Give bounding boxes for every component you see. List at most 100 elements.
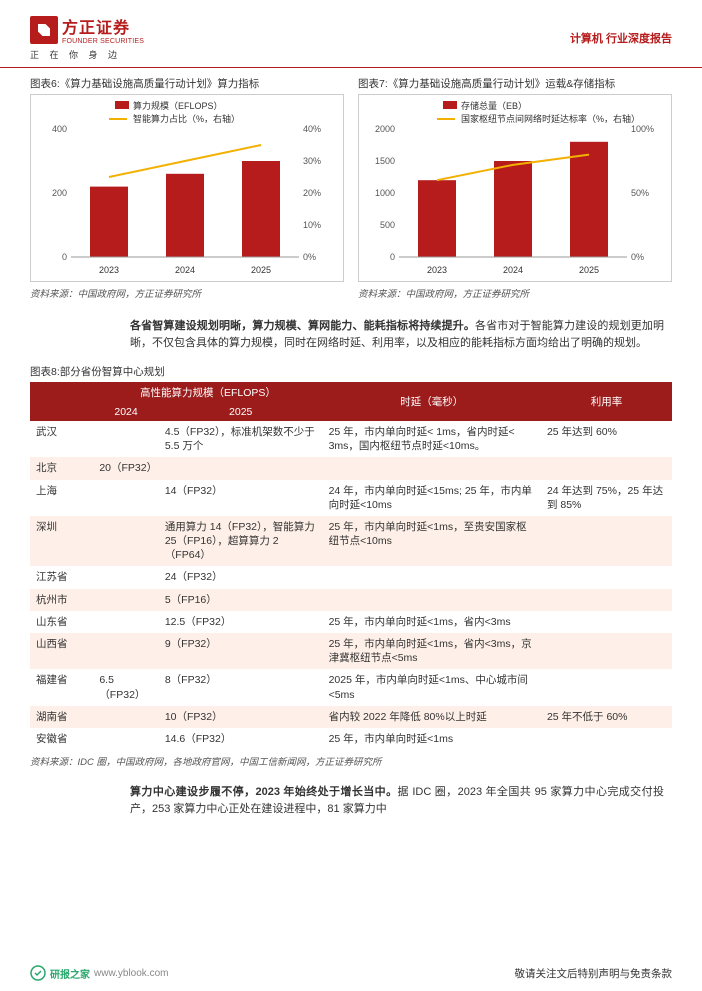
- cell-util: [541, 457, 672, 479]
- cell-util: 25 年不低于 60%: [541, 706, 672, 728]
- cell-c25: 通用算力 14（FP32），智能算力 25（FP16），超算算力 2（FP64）: [159, 516, 323, 567]
- svg-text:算力规模（EFLOPS）: 算力规模（EFLOPS）: [133, 100, 223, 111]
- cell-delay: [323, 457, 541, 479]
- table8-source: 资料来源：IDC 圈，中国政府网，各地政府官网，中国工信新闻网，方正证券研究所: [30, 754, 672, 768]
- cell-c25: 10（FP32）: [159, 706, 323, 728]
- svg-text:2000: 2000: [375, 124, 395, 134]
- cell-city: 湖南省: [30, 706, 93, 728]
- cell-city: 安徽省: [30, 728, 93, 750]
- footer-url: www.yblook.com: [94, 968, 168, 979]
- cell-city: 福建省: [30, 669, 93, 705]
- cell-delay: 25 年，市内单向时延<1ms，省内<3ms，京津冀枢纽节点<5ms: [323, 633, 541, 669]
- svg-text:2024: 2024: [175, 265, 195, 275]
- svg-text:0%: 0%: [631, 252, 644, 262]
- charts-row: 图表6:《算力基础设施高质量行动计划》算力指标 算力规模（EFLOPS） 智能算力…: [30, 76, 672, 300]
- svg-text:10%: 10%: [303, 220, 321, 230]
- svg-text:0: 0: [390, 252, 395, 262]
- svg-text:400: 400: [52, 124, 67, 134]
- para2-bold: 算力中心建设步履不停，2023 年始终处于增长当中。: [130, 786, 398, 798]
- footer-disclaimer: 敬请关注文后特别声明与免责条款: [515, 966, 673, 981]
- cell-util: [541, 728, 672, 750]
- cell-util: 25 年达到 60%: [541, 421, 672, 457]
- cell-c25: 12.5（FP32）: [159, 611, 323, 633]
- cell-city: 武汉: [30, 421, 93, 457]
- svg-text:2025: 2025: [251, 265, 271, 275]
- cell-c25: [159, 457, 323, 479]
- cell-c25: 24（FP32）: [159, 566, 323, 588]
- cell-c24: [93, 480, 159, 516]
- th-eflops: 高性能算力规模（EFLOPS）: [93, 382, 322, 403]
- cell-delay: 25 年，市内单向时延< 1ms，省内时延< 3ms，国内枢纽节点时延<10ms…: [323, 421, 541, 457]
- table-row: 上海 14（FP32）24 年，市内单向时延<15ms; 25 年，市内单向时延<…: [30, 480, 672, 516]
- cell-c24: 20（FP32）: [93, 457, 159, 479]
- table-row: 武汉 4.5（FP32），标准机架数不少于 5.5 万个25 年，市内单向时延< …: [30, 421, 672, 457]
- paragraph-1: 各省智算建设规划明晰，算力规模、算网能力、能耗指标将持续提升。各省市对于智能算力…: [130, 318, 664, 352]
- table-row: 杭州市5（FP16）: [30, 589, 672, 611]
- chart7-title: 图表7:《算力基础设施高质量行动计划》运载&存储指标: [358, 76, 672, 91]
- table-row: 山东省12.5（FP32）25 年，市内单向时延<1ms，省内<3ms: [30, 611, 672, 633]
- header-category: 计算机 行业深度报告: [570, 14, 672, 46]
- cell-c24: [93, 589, 159, 611]
- cell-util: [541, 611, 672, 633]
- cell-city: 江苏省: [30, 566, 93, 588]
- cell-c25: 5（FP16）: [159, 589, 323, 611]
- footer-brand: 研报之家: [50, 966, 90, 981]
- svg-text:200: 200: [52, 188, 67, 198]
- table-row: 深圳 通用算力 14（FP32），智能算力 25（FP16），超算算力 2（FP6…: [30, 516, 672, 567]
- cell-city: 山西省: [30, 633, 93, 669]
- cell-util: 24 年达到 75%，25 年达到 85%: [541, 480, 672, 516]
- svg-text:20%: 20%: [303, 188, 321, 198]
- svg-text:存储总量（EB）: 存储总量（EB）: [461, 100, 527, 111]
- footer-logo-icon: [30, 965, 46, 981]
- logo-cn: 方正证券: [62, 14, 144, 38]
- svg-text:0: 0: [62, 252, 67, 262]
- logo-block: 方正证券 FOUNDER SECURITIES 正 在 你 身 边: [30, 14, 144, 61]
- chart7-source: 资料来源：中国政府网，方正证券研究所: [358, 286, 672, 300]
- cell-delay: 25 年，市内单向时延<1ms，至贵安国家枢纽节点<10ms: [323, 516, 541, 567]
- cell-c24: [93, 421, 159, 457]
- svg-text:2023: 2023: [99, 265, 119, 275]
- table-row: 湖南省 10（FP32）省内较 2022 年降低 80%以上时延25 年不低于 6…: [30, 706, 672, 728]
- cell-city: 上海: [30, 480, 93, 516]
- th-2025: 2025: [159, 403, 323, 421]
- page-footer: 研报之家 www.yblook.com 敬请关注文后特别声明与免责条款: [0, 965, 702, 981]
- cell-c25: 4.5（FP32），标准机架数不少于 5.5 万个: [159, 421, 323, 457]
- cell-c24: [93, 611, 159, 633]
- cell-delay: 省内较 2022 年降低 80%以上时延: [323, 706, 541, 728]
- cell-c24: [93, 633, 159, 669]
- svg-text:国家枢纽节点间网络时延达标率（%，右轴）: 国家枢纽节点间网络时延达标率（%，右轴）: [461, 113, 640, 124]
- logo-slogan: 正 在 你 身 边: [30, 48, 144, 61]
- cell-delay: 25 年，市内单向时延<1ms: [323, 728, 541, 750]
- chart7-box: 存储总量（EB） 国家枢纽节点间网络时延达标率（%，右轴） 0 500 1000 1500…: [358, 94, 672, 282]
- svg-text:智能算力占比（%，右轴）: 智能算力占比（%，右轴）: [133, 113, 240, 124]
- cell-city: 山东省: [30, 611, 93, 633]
- cell-c24: 6.5（FP32）: [93, 669, 159, 705]
- svg-text:500: 500: [380, 220, 395, 230]
- cell-delay: 24 年，市内单向时延<15ms; 25 年，市内单向时延<10ms: [323, 480, 541, 516]
- svg-text:50%: 50%: [631, 188, 649, 198]
- paragraph-2: 算力中心建设步履不停，2023 年始终处于增长当中。据 IDC 圈，2023 年…: [130, 784, 664, 818]
- chart6-box: 算力规模（EFLOPS）智能算力占比（%，右轴）02004000%10%20%3…: [30, 94, 344, 282]
- cell-util: [541, 516, 672, 567]
- svg-text:30%: 30%: [303, 156, 321, 166]
- table-row: 福建省6.5（FP32）8（FP32）2025 年，市内单向时延<1ms、中心城…: [30, 669, 672, 705]
- th-delay: 时延（毫秒）: [323, 382, 541, 421]
- th-2024: 2024: [93, 403, 159, 421]
- chart6-title: 图表6:《算力基础设施高质量行动计划》算力指标: [30, 76, 344, 91]
- table-row: 江苏省 24（FP32）: [30, 566, 672, 588]
- cell-city: 深圳: [30, 516, 93, 567]
- svg-text:2023: 2023: [427, 265, 447, 275]
- cell-delay: [323, 566, 541, 588]
- svg-text:1000: 1000: [375, 188, 395, 198]
- cell-c24: [93, 516, 159, 567]
- logo-en: FOUNDER SECURITIES: [62, 38, 144, 45]
- cell-c25: 14（FP32）: [159, 480, 323, 516]
- cell-c24: [93, 728, 159, 750]
- page-header: 方正证券 FOUNDER SECURITIES 正 在 你 身 边 计算机 行业…: [0, 0, 702, 68]
- footer-left: 研报之家 www.yblook.com: [30, 965, 168, 981]
- para1-bold: 各省智算建设规划明晰，算力规模、算网能力、能耗指标将持续提升。: [130, 320, 475, 332]
- cell-delay: [323, 589, 541, 611]
- svg-text:1500: 1500: [375, 156, 395, 166]
- table-row: 山西省9（FP32）25 年，市内单向时延<1ms，省内<3ms，京津冀枢纽节点…: [30, 633, 672, 669]
- cell-c24: [93, 566, 159, 588]
